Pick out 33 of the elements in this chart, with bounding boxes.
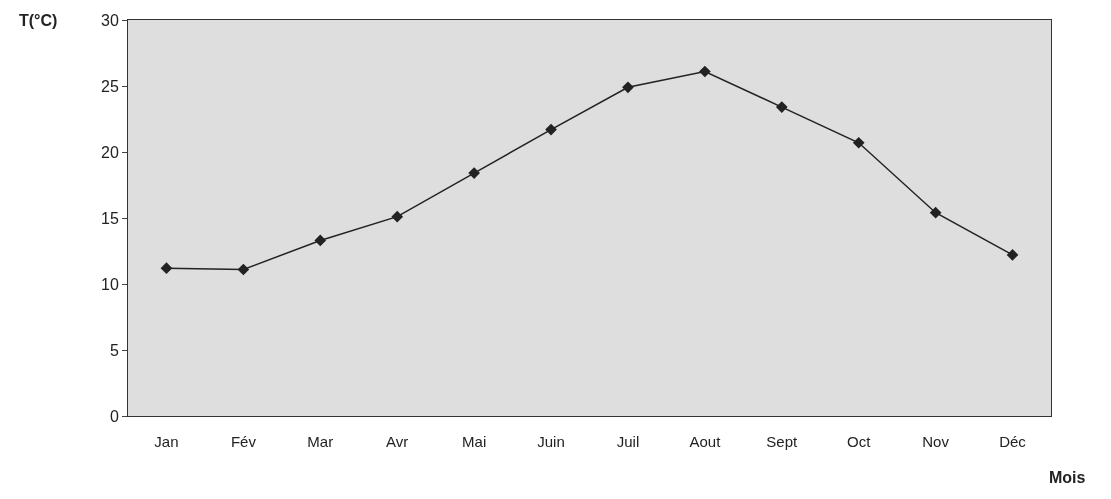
- x-tick-label: Fév: [230, 433, 257, 450]
- x-tick-label: Nov: [922, 433, 950, 450]
- x-tick-label: Mar: [307, 433, 334, 450]
- point: [314, 234, 327, 247]
- y-tick-label: 15: [101, 209, 119, 227]
- y-tick-label: 25: [101, 77, 119, 95]
- y-tick-label: 10: [101, 275, 119, 293]
- x-tick-label: Avr: [386, 433, 409, 450]
- y-tick-label: 0: [109, 407, 119, 425]
- point: [391, 210, 404, 223]
- x-tick-label: Déc: [999, 433, 1027, 450]
- point: [852, 136, 865, 149]
- x-tick-label: Juin: [537, 433, 565, 450]
- x-tick-label: Mai: [462, 433, 487, 450]
- y-tick-label: 20: [101, 143, 119, 161]
- point: [775, 101, 788, 113]
- y-tick-label: 30: [101, 11, 119, 29]
- x-tick-label: Sept: [766, 433, 799, 450]
- point: [468, 167, 480, 179]
- point: [545, 123, 557, 136]
- x-axis-title: Mois: [1049, 469, 1086, 486]
- y-axis-title: T(°C): [19, 12, 58, 29]
- point: [699, 65, 711, 78]
- point: [929, 206, 942, 219]
- x-tick-label: Jan: [154, 433, 179, 450]
- x-tick-label: Juil: [616, 433, 640, 450]
- point: [237, 263, 250, 276]
- y-tick-label: 5: [109, 341, 119, 359]
- point: [1006, 249, 1019, 261]
- x-tick-label: Aout: [689, 433, 722, 450]
- point: [160, 262, 173, 275]
- point: [622, 81, 634, 94]
- x-tick-label: Oct: [847, 433, 872, 450]
